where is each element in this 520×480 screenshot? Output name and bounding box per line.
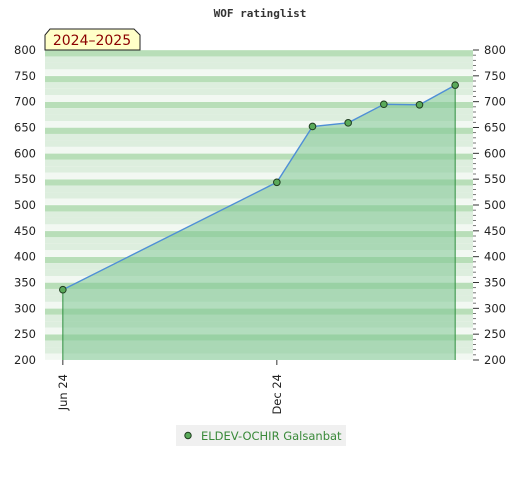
background-band: [45, 75, 473, 83]
background-band: [45, 159, 473, 167]
y-tick-label: 650: [484, 121, 506, 135]
y-tick-label: 250: [14, 327, 36, 341]
y-tick-label: 800: [14, 43, 36, 57]
y-tick-label: 250: [484, 327, 506, 341]
y-tick-label: 550: [484, 172, 506, 186]
background-band: [45, 101, 473, 109]
background-band: [45, 179, 473, 186]
data-point: [415, 100, 424, 109]
y-tick-label: 450: [14, 224, 36, 238]
background-band: [45, 172, 473, 180]
data-point: [451, 81, 459, 89]
legend-marker: [184, 431, 192, 440]
x-axis: Jun 24 Dec 24: [56, 360, 284, 415]
y-tick-label: 700: [14, 95, 36, 109]
background-band: [45, 50, 473, 57]
background-band: [45, 140, 473, 147]
data-point: [59, 285, 67, 294]
y-tick-label: 700: [484, 95, 506, 109]
y-tick-label: 450: [484, 224, 506, 238]
data-points: [59, 81, 459, 294]
y-tick-label: 600: [484, 146, 506, 160]
background-band: [45, 133, 473, 141]
data-point: [380, 100, 388, 109]
y-tick-label: 200: [14, 353, 36, 367]
drop-lines: [62, 85, 456, 360]
background-band: [45, 69, 473, 76]
season-badge-frame: [44, 28, 141, 51]
season-badge-label: 2024–2025: [53, 33, 131, 49]
background-band: [45, 146, 473, 154]
x-tick-label: Dec 24: [270, 374, 284, 415]
data-point: [344, 119, 352, 127]
background-band: [45, 62, 473, 70]
y-axis-left: 200 250 300 350 400 450 500 550 600 650 700 750 800: [14, 43, 36, 367]
data-point: [308, 122, 317, 131]
background-band: [45, 185, 473, 193]
y-tick-label: 750: [484, 69, 506, 83]
background-band: [45, 95, 473, 102]
background-band: [45, 166, 473, 173]
x-tick-label: Jun 24: [56, 374, 70, 411]
y-tick-label: 350: [14, 276, 36, 290]
background-band: [45, 114, 473, 122]
legend-series-name: ELDEV-OCHIR Galsanbat: [201, 429, 342, 443]
y-axis-right: 200 250 300 350 400 450 500 550 600 650 700 750 800: [473, 43, 506, 367]
y-tick-label: 550: [14, 172, 36, 186]
background-band: [45, 82, 473, 89]
y-tick-label: 400: [14, 250, 36, 264]
legend: ELDEV-OCHIR Galsanbat: [176, 425, 346, 446]
y-tick-label: 200: [484, 353, 506, 367]
y-tick-label: 300: [484, 301, 506, 315]
rating-area: [62, 85, 456, 360]
background-band: [45, 127, 473, 134]
season-badge: 2024–2025: [44, 28, 141, 51]
background-band: [45, 121, 473, 128]
y-tick-label: 400: [484, 250, 506, 264]
y-tick-label: 750: [14, 69, 36, 83]
background-band: [45, 88, 473, 96]
background-band: [45, 153, 473, 160]
y-tick-label: 300: [14, 301, 36, 315]
legend-box: [176, 425, 346, 446]
y-tick-label: 650: [14, 121, 36, 135]
y-tick-label: 600: [14, 146, 36, 160]
background-band: [45, 56, 473, 63]
y-tick-label: 800: [484, 43, 506, 57]
data-point: [273, 178, 281, 187]
y-tick-label: 500: [14, 198, 36, 212]
background-band: [45, 108, 473, 115]
y-tick-label: 500: [484, 198, 506, 212]
chart-title: WOF ratinglist: [214, 7, 307, 20]
y-tick-label: 350: [484, 276, 506, 290]
